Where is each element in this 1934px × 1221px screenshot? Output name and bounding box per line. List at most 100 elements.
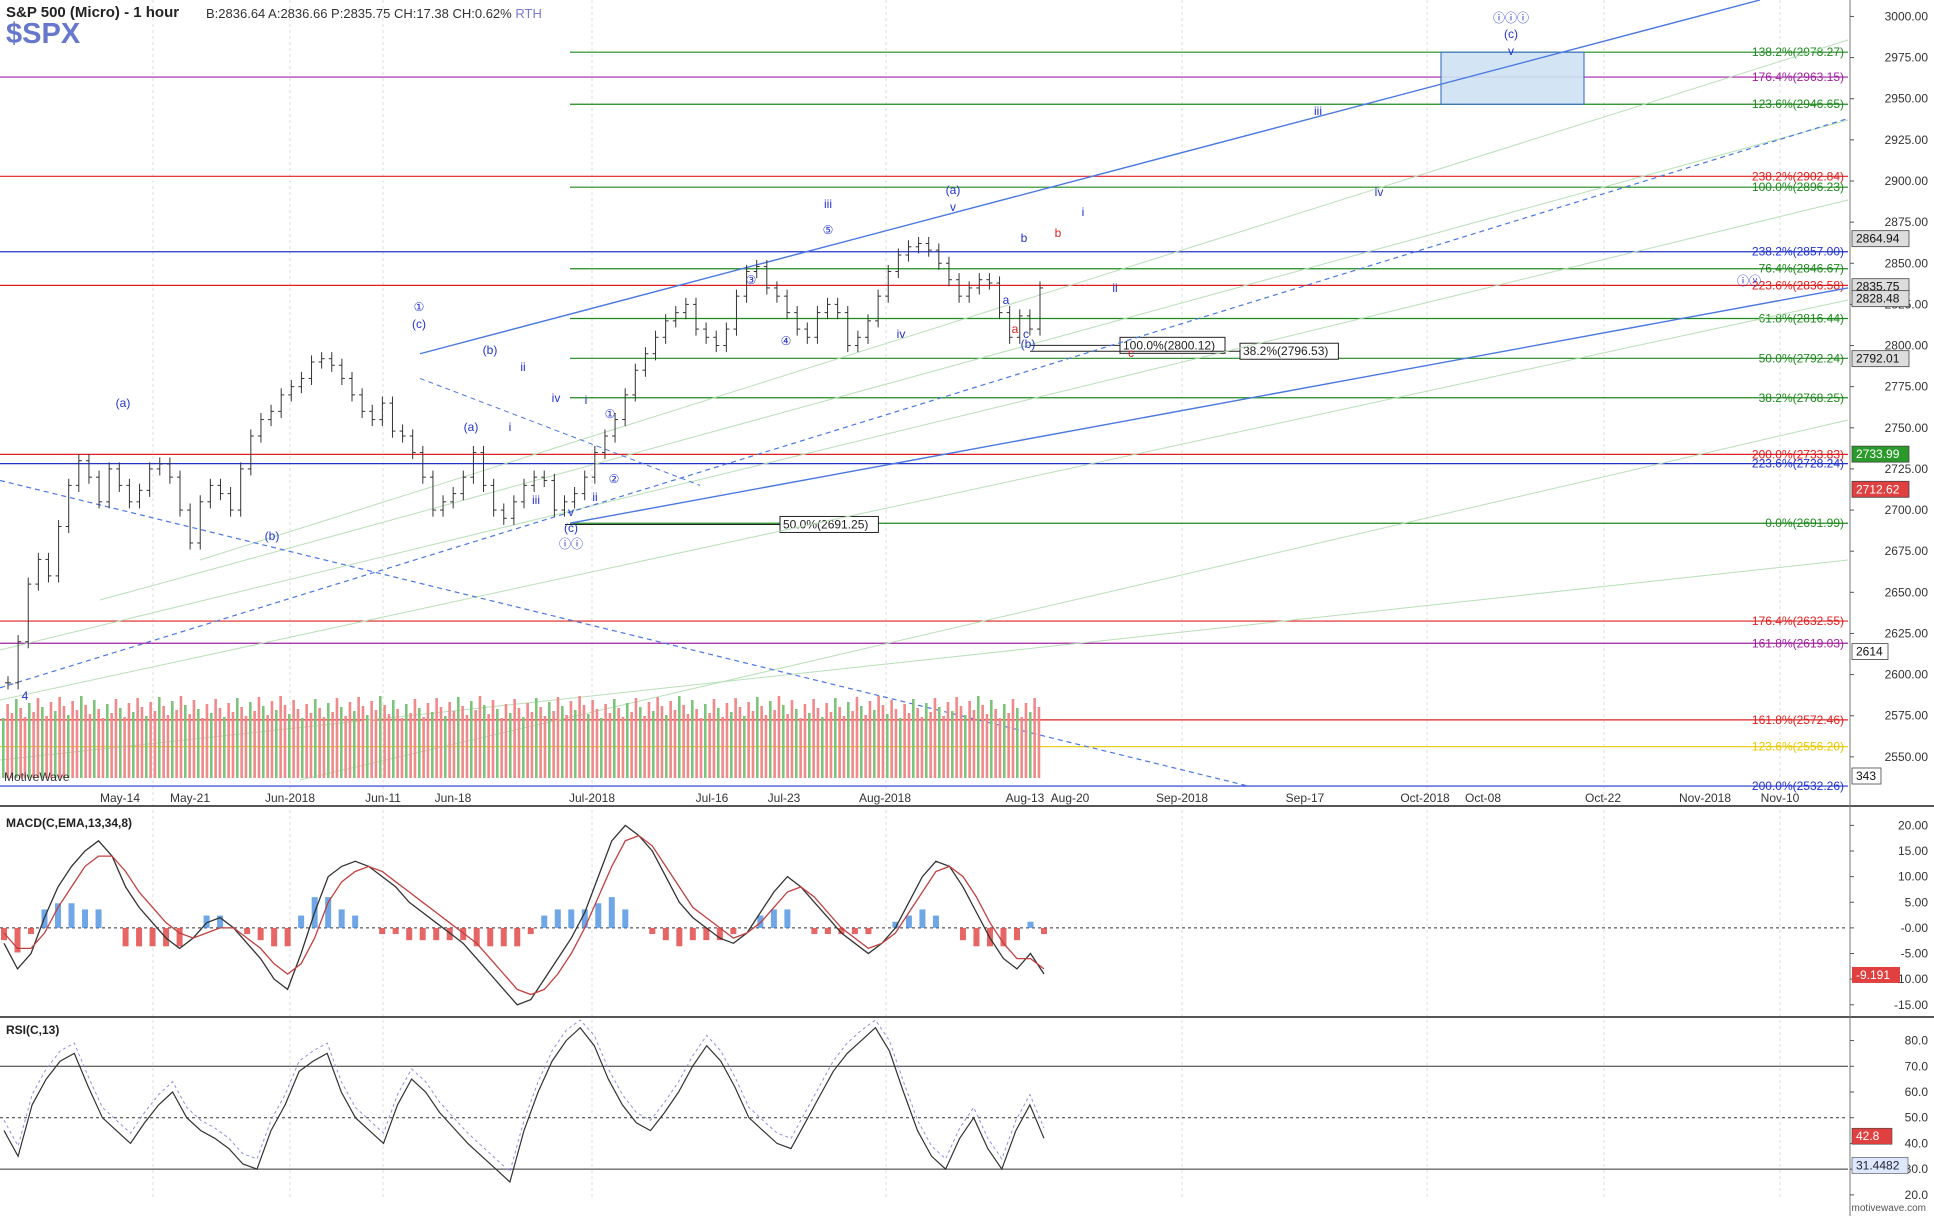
volume-bar <box>1016 708 1019 778</box>
macd-title: MACD(C,EMA,13,34,8) <box>6 816 133 830</box>
volume-bar <box>188 714 191 778</box>
fib-level-label: 223.6%(2728.24) <box>1752 457 1844 471</box>
fib-level-label: 200.0%(2733.83) <box>1752 447 1844 461</box>
macd-hist-bar <box>95 909 102 928</box>
volume-bar <box>1007 713 1010 778</box>
volume-bar <box>448 702 451 778</box>
y-tick-label: 2675.00 <box>1885 544 1929 558</box>
x-tick-label: Oct-2018 <box>1400 791 1450 805</box>
wave-label: ii <box>520 360 525 374</box>
wave-label: ii <box>592 490 597 504</box>
wave-label: v <box>950 200 956 214</box>
macd-hist-bar <box>500 927 507 947</box>
volume-bar <box>816 708 820 778</box>
volume-bar <box>717 708 720 778</box>
volume-bar <box>49 702 53 778</box>
session-label: RTH <box>515 6 542 21</box>
volume-bar <box>751 711 755 778</box>
wave-label: a <box>1012 322 1019 336</box>
volume-bar <box>266 715 269 778</box>
volume-bar <box>288 714 291 778</box>
volume-bar <box>708 713 711 778</box>
volume-bar <box>652 711 655 778</box>
volume-bar <box>162 706 165 778</box>
macd-y-label: 10.00 <box>1898 870 1928 884</box>
volume-bar <box>838 707 841 778</box>
macd-hist-bar <box>905 915 912 928</box>
volume-bar <box>673 710 677 778</box>
volume-bar <box>881 705 885 778</box>
wave-label: b <box>1021 231 1028 245</box>
volume-bar <box>613 699 616 778</box>
volume-bar <box>968 701 971 778</box>
volume-bar <box>210 713 213 778</box>
volume-bar <box>88 714 92 778</box>
volume-bar <box>769 701 772 778</box>
volume-bar <box>933 698 937 778</box>
volume-bar <box>309 713 313 778</box>
volume-bar <box>197 709 200 778</box>
macd-last-tag <box>1852 966 1900 983</box>
macd-hist-bar <box>203 915 210 928</box>
volume-bar <box>370 701 373 778</box>
price-tag-label: 2864.94 <box>1856 232 1900 246</box>
volume-bar <box>1033 698 1036 778</box>
macd-hist-bar <box>298 915 305 928</box>
volume-bar <box>539 707 542 778</box>
wave-label: 4 <box>22 689 29 703</box>
macd-hist-bar <box>973 927 980 947</box>
volume-bar <box>28 703 31 778</box>
macd-hist-bar <box>838 927 845 935</box>
volume-bar <box>387 714 391 778</box>
volume-bar <box>1020 717 1023 778</box>
volume-bar <box>942 716 945 778</box>
volume-bar <box>695 709 698 778</box>
volume-bar <box>478 696 482 778</box>
volume-bar <box>647 702 651 778</box>
volume-bar <box>873 710 876 778</box>
volume-bar <box>548 702 551 778</box>
wave-label: c <box>1128 346 1134 360</box>
fan-line <box>0 559 1849 761</box>
volume-bar <box>23 717 27 778</box>
volume-bar <box>106 704 109 778</box>
channel-dashed <box>0 117 1849 689</box>
volume-bar <box>249 702 252 778</box>
volume-bar <box>413 699 417 778</box>
macd-line <box>3 824 1045 1006</box>
volume-bar <box>517 708 521 778</box>
volume-bar <box>513 699 516 778</box>
macd-hist-bar <box>487 927 494 947</box>
rsi-title: RSI(C,13) <box>6 1023 60 1037</box>
fib-level-label: 238.2%(2902.84) <box>1752 169 1844 183</box>
rsi-y-label: 50.0 <box>1905 1111 1929 1125</box>
x-tick-label: Nov-10 <box>1761 791 1800 805</box>
rsi-last-tag <box>1851 1127 1893 1145</box>
fib-box <box>1119 336 1226 354</box>
macd-last-label: -9.191 <box>1856 968 1890 982</box>
wave-label: ④ <box>781 334 792 348</box>
volume-bar <box>149 702 152 778</box>
y-tick-label: 2800.00 <box>1885 339 1929 353</box>
volume-bar <box>62 706 66 778</box>
y-tick-label: 2875.00 <box>1885 215 1929 229</box>
volume-bar <box>669 701 672 778</box>
macd-hist-bar <box>649 927 656 935</box>
volume-bar <box>136 698 139 778</box>
volume-bar <box>825 703 828 778</box>
volume-bar <box>465 715 469 778</box>
macd-hist-bar <box>14 927 21 953</box>
volume-bar <box>6 704 9 778</box>
volume-bar <box>80 696 83 778</box>
y-tick-label: 2725.00 <box>1885 462 1929 476</box>
rsi-y-label: 30.0 <box>1905 1162 1929 1176</box>
macd-hist-bar <box>892 921 899 928</box>
macd-hist-bar <box>271 927 278 947</box>
macd-hist-bar <box>284 927 291 947</box>
price-tag-label: 2792.01 <box>1856 352 1900 366</box>
rsi-last-label: 42.8 <box>1856 1129 1880 1143</box>
volume-bar <box>158 697 161 778</box>
volume-bar <box>270 701 274 778</box>
price-tag <box>1851 230 1910 248</box>
y-tick-label: 2550.00 <box>1885 750 1929 764</box>
